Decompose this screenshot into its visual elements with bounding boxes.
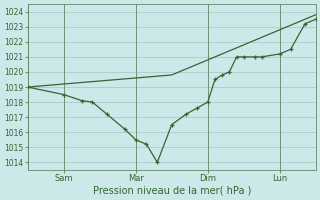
X-axis label: Pression niveau de la mer( hPa ): Pression niveau de la mer( hPa ) [92, 186, 251, 196]
